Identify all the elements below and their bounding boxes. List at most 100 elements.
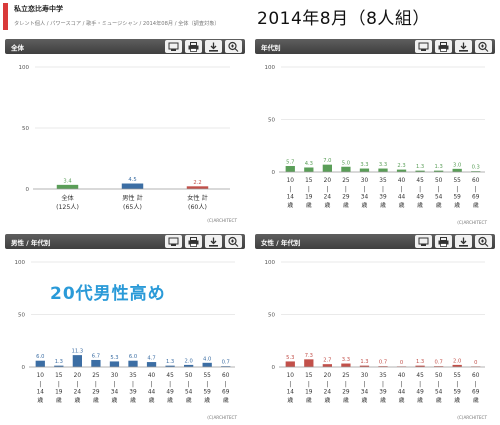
screen-button[interactable] bbox=[165, 235, 182, 248]
bar[interactable] bbox=[202, 362, 212, 367]
category-label: 55 | 59 歳 bbox=[203, 373, 211, 404]
talent-name: 私立恋比寿中学 bbox=[14, 5, 63, 13]
bar[interactable] bbox=[304, 359, 314, 367]
category-label: 35 | 39 歳 bbox=[129, 373, 137, 404]
print-button[interactable] bbox=[435, 235, 452, 248]
category-label: 20 | 24 歳 bbox=[324, 178, 332, 209]
print-button[interactable] bbox=[435, 40, 452, 53]
bar-chart: 0 50 100 3.4 全体(125人) 4.5 男性 計(65人) 2.2 女性 計(60人… bbox=[19, 65, 238, 223]
bar[interactable] bbox=[184, 364, 194, 367]
category-label: 30 | 34 歳 bbox=[361, 178, 369, 209]
screen-button[interactable] bbox=[415, 235, 432, 248]
bar[interactable] bbox=[322, 164, 332, 172]
data-label: 0 bbox=[474, 360, 477, 366]
bar[interactable] bbox=[378, 168, 388, 172]
data-label: 11.3 bbox=[72, 349, 84, 355]
panel-toolbar: 女性 / 年代別 bbox=[255, 234, 495, 249]
data-label: 3.0 bbox=[453, 162, 461, 168]
data-label: 7.0 bbox=[323, 158, 331, 164]
data-label: 2.0 bbox=[185, 358, 193, 364]
bar[interactable] bbox=[285, 361, 295, 367]
download-icon bbox=[459, 237, 468, 247]
bar[interactable] bbox=[91, 359, 101, 367]
category-label: 60 | 69 歳 bbox=[472, 373, 480, 404]
print-icon bbox=[438, 236, 449, 247]
category-label: 45 | 49 歳 bbox=[416, 178, 424, 209]
print-button[interactable] bbox=[185, 40, 202, 53]
bar[interactable] bbox=[304, 167, 314, 172]
print-button[interactable] bbox=[185, 235, 202, 248]
panel-title: 全体 bbox=[11, 44, 24, 52]
zoom-button[interactable] bbox=[225, 235, 242, 248]
bar[interactable] bbox=[146, 362, 157, 367]
screen-icon bbox=[168, 237, 179, 246]
bar[interactable] bbox=[452, 168, 462, 172]
category-label: 55 | 59 歳 bbox=[453, 178, 461, 209]
bar[interactable] bbox=[341, 166, 351, 172]
y-tick-label: 50 bbox=[22, 126, 29, 132]
data-label: 3.3 bbox=[342, 357, 350, 363]
bar[interactable] bbox=[35, 360, 45, 367]
category-label: 45 | 49 歳 bbox=[166, 373, 174, 404]
data-label: 5.3 bbox=[286, 355, 294, 361]
bar[interactable] bbox=[186, 186, 209, 189]
data-label: 3.4 bbox=[63, 178, 72, 184]
y-tick-label: 50 bbox=[268, 313, 275, 319]
download-button[interactable] bbox=[205, 235, 222, 248]
category-label: 50 | 54 歳 bbox=[435, 373, 443, 404]
zoom-button[interactable] bbox=[225, 40, 242, 53]
zoom-button[interactable] bbox=[475, 40, 492, 53]
bar[interactable] bbox=[415, 365, 425, 367]
breadcrumb: タレント個人 / パワースコア / 歌手・ミュージシャン / 2014年08月 … bbox=[14, 21, 220, 27]
panel-toolbar: 男性 / 年代別 bbox=[5, 234, 245, 249]
print-icon bbox=[188, 41, 199, 52]
bar[interactable] bbox=[128, 360, 138, 367]
bar[interactable] bbox=[121, 183, 144, 189]
data-label: 5.0 bbox=[342, 160, 350, 166]
y-tick-label: 100 bbox=[265, 65, 276, 71]
panel-title: 女性 / 年代別 bbox=[261, 239, 301, 247]
bar[interactable] bbox=[285, 166, 295, 172]
data-label: 4.0 bbox=[203, 356, 211, 362]
bar[interactable] bbox=[434, 170, 444, 172]
screen-button[interactable] bbox=[415, 40, 432, 53]
data-label: 5.3 bbox=[110, 355, 118, 361]
bar[interactable] bbox=[396, 169, 407, 172]
category-label: 25 | 29 歳 bbox=[92, 373, 100, 404]
bar[interactable] bbox=[54, 365, 64, 367]
category-label: 10 | 14 歳 bbox=[287, 178, 295, 209]
bar[interactable] bbox=[359, 168, 370, 172]
zoom-icon bbox=[478, 236, 489, 247]
category-label: 40 | 44 歳 bbox=[398, 373, 406, 404]
bar[interactable] bbox=[109, 361, 120, 367]
print-icon bbox=[438, 41, 449, 52]
download-button[interactable] bbox=[455, 40, 472, 53]
download-button[interactable] bbox=[205, 40, 222, 53]
download-button[interactable] bbox=[455, 235, 472, 248]
bar[interactable] bbox=[322, 364, 332, 367]
data-label: 2.0 bbox=[453, 358, 461, 364]
data-label: 0.7 bbox=[379, 360, 387, 366]
screen-button[interactable] bbox=[165, 40, 182, 53]
print-icon bbox=[188, 236, 199, 247]
bar[interactable] bbox=[359, 365, 370, 367]
data-label: 2.2 bbox=[193, 180, 201, 186]
bar[interactable] bbox=[56, 184, 79, 189]
category-label: 55 | 59 歳 bbox=[453, 373, 461, 404]
category-label: 50 | 54 歳 bbox=[185, 373, 193, 404]
data-label: 0.7 bbox=[222, 360, 230, 366]
copyright-credit: (C)ARCHITECT bbox=[457, 220, 487, 225]
panel-male-by-age: 男性 / 年代別 0 50 100 6.0 10 | 14 歳 1.3 15 | 19 歳 11.3 20 | 2… bbox=[5, 234, 245, 424]
category-label: 15 | 19 歳 bbox=[305, 178, 313, 209]
bar[interactable] bbox=[341, 363, 351, 367]
category-label: 20 | 24 歳 bbox=[74, 373, 82, 404]
download-icon bbox=[209, 237, 218, 247]
category-label: 60 | 69 歳 bbox=[222, 373, 230, 404]
bar[interactable] bbox=[415, 170, 425, 172]
zoom-button[interactable] bbox=[475, 235, 492, 248]
bar[interactable] bbox=[72, 355, 82, 367]
bar[interactable] bbox=[452, 364, 462, 367]
data-label: 0.3 bbox=[472, 165, 480, 171]
category-label: 25 | 29 歳 bbox=[342, 178, 350, 209]
bar[interactable] bbox=[165, 365, 175, 367]
